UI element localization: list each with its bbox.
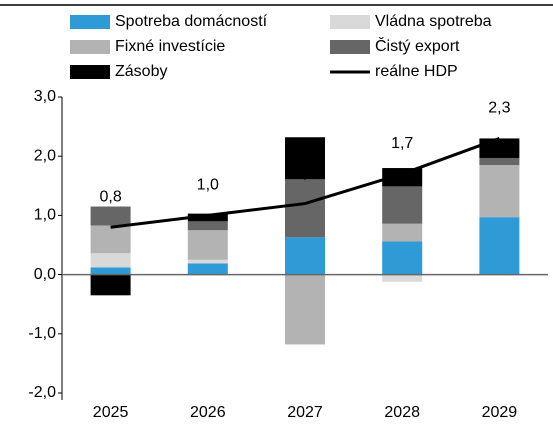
x-tick-label: 2025 bbox=[93, 404, 129, 421]
bar-segment bbox=[187, 213, 228, 222]
line bbox=[110, 137, 500, 229]
bar-segment bbox=[382, 186, 423, 224]
legend-swatch bbox=[330, 15, 370, 29]
bar-segment bbox=[90, 267, 131, 275]
bar-segment bbox=[479, 138, 520, 158]
legend-swatch bbox=[70, 65, 110, 79]
legend-label: Zásoby bbox=[115, 63, 167, 80]
x-tick-label: 2028 bbox=[384, 404, 420, 421]
bar-segment bbox=[187, 221, 228, 231]
data-label: 1,7 bbox=[391, 135, 413, 152]
bar-segment bbox=[187, 263, 228, 275]
y-tick-label: 1,0 bbox=[34, 207, 56, 224]
legend-swatch bbox=[70, 40, 110, 54]
bar-segment bbox=[90, 253, 131, 268]
y-tick-label: -1,0 bbox=[28, 325, 56, 342]
bar-segment bbox=[382, 223, 423, 242]
data-label: 0,8 bbox=[99, 188, 121, 205]
bar-segment bbox=[187, 259, 228, 264]
bar-segment bbox=[187, 230, 228, 260]
legend-label: Fixné investície bbox=[115, 38, 225, 55]
y-tick-label: 2,0 bbox=[34, 147, 56, 164]
y-tick-label: 0,0 bbox=[34, 266, 56, 283]
y-tick-label: 3,0 bbox=[34, 88, 56, 105]
legend-label: Spotreba domácností bbox=[115, 13, 268, 30]
bar-segment bbox=[479, 165, 520, 218]
bar-segment bbox=[479, 217, 520, 275]
legend-swatch bbox=[330, 40, 370, 54]
bar-segment bbox=[382, 274, 423, 282]
bar-segment bbox=[285, 237, 325, 275]
legend-label: reálne HDP bbox=[375, 63, 458, 80]
bar-segment bbox=[285, 179, 325, 238]
data-label: 1,0 bbox=[197, 177, 219, 194]
bar-segment bbox=[90, 225, 131, 254]
bar-segment bbox=[382, 241, 423, 275]
bar-segment bbox=[90, 206, 131, 226]
y-tick-label: -2,0 bbox=[28, 384, 56, 401]
data-label: 1,2 bbox=[294, 165, 316, 182]
x-tick-label: 2029 bbox=[482, 404, 518, 421]
bar-segment bbox=[90, 274, 131, 296]
bar-segment bbox=[285, 274, 325, 345]
legend-label: Čistý export bbox=[375, 36, 460, 55]
bar-segment bbox=[285, 137, 325, 180]
bar-segment bbox=[479, 157, 520, 166]
x-tick-label: 2027 bbox=[287, 404, 323, 421]
legend-swatch bbox=[70, 15, 110, 29]
x-tick-label: 2026 bbox=[190, 404, 226, 421]
legend-label: Vládna spotreba bbox=[375, 13, 492, 30]
bar-segment bbox=[382, 168, 423, 187]
data-label: 2,3 bbox=[488, 100, 510, 117]
